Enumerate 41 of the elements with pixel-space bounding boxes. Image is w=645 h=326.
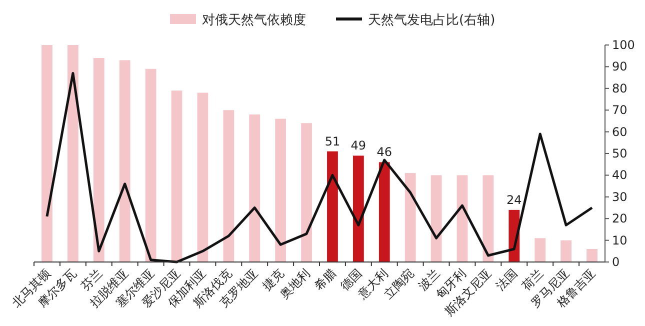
bar: [171, 90, 182, 262]
bar: [430, 175, 442, 262]
y2-tick-label: 30: [612, 190, 628, 204]
bar: [456, 175, 468, 262]
bar: [197, 92, 208, 262]
data-label: 24: [506, 192, 522, 207]
bar: [275, 118, 286, 262]
bar: [145, 68, 156, 262]
bar: [534, 238, 546, 262]
y2-tick-label: 90: [612, 60, 628, 74]
y2-tick-label: 100: [612, 38, 635, 52]
bar: [352, 156, 364, 262]
y2-tick-label: 60: [612, 124, 628, 139]
bar: [42, 45, 52, 262]
legend-label: 天然气发电占比(右轴): [368, 13, 496, 28]
bar: [119, 60, 130, 262]
x-tick-label: 希腊: [312, 266, 339, 294]
bar: [301, 123, 312, 262]
bar: [378, 162, 390, 262]
line-series: [46, 72, 594, 264]
x-tick-label: 法国: [493, 266, 520, 294]
y2-tick-label: 50: [612, 146, 628, 160]
bar: [93, 58, 104, 262]
data-label: 49: [350, 138, 366, 153]
bar: [67, 45, 78, 262]
bar: [327, 151, 338, 262]
data-label: 46: [376, 145, 392, 160]
y2-tick-label: 0: [612, 255, 620, 269]
y2-tick-label: 40: [612, 168, 628, 182]
bar: [482, 175, 494, 262]
bar: [249, 114, 260, 262]
y2-tick-label: 80: [612, 81, 628, 96]
bar: [223, 110, 234, 262]
bar: [404, 173, 416, 262]
legend-label: 对俄天然气依赖度: [202, 12, 306, 28]
bar: [586, 248, 598, 262]
y2-tick-label: 70: [612, 103, 628, 118]
y2-tick-label: 20: [612, 212, 628, 226]
bar: [560, 240, 572, 262]
data-label: 51: [324, 134, 340, 148]
y2-tick-label: 10: [612, 233, 628, 248]
